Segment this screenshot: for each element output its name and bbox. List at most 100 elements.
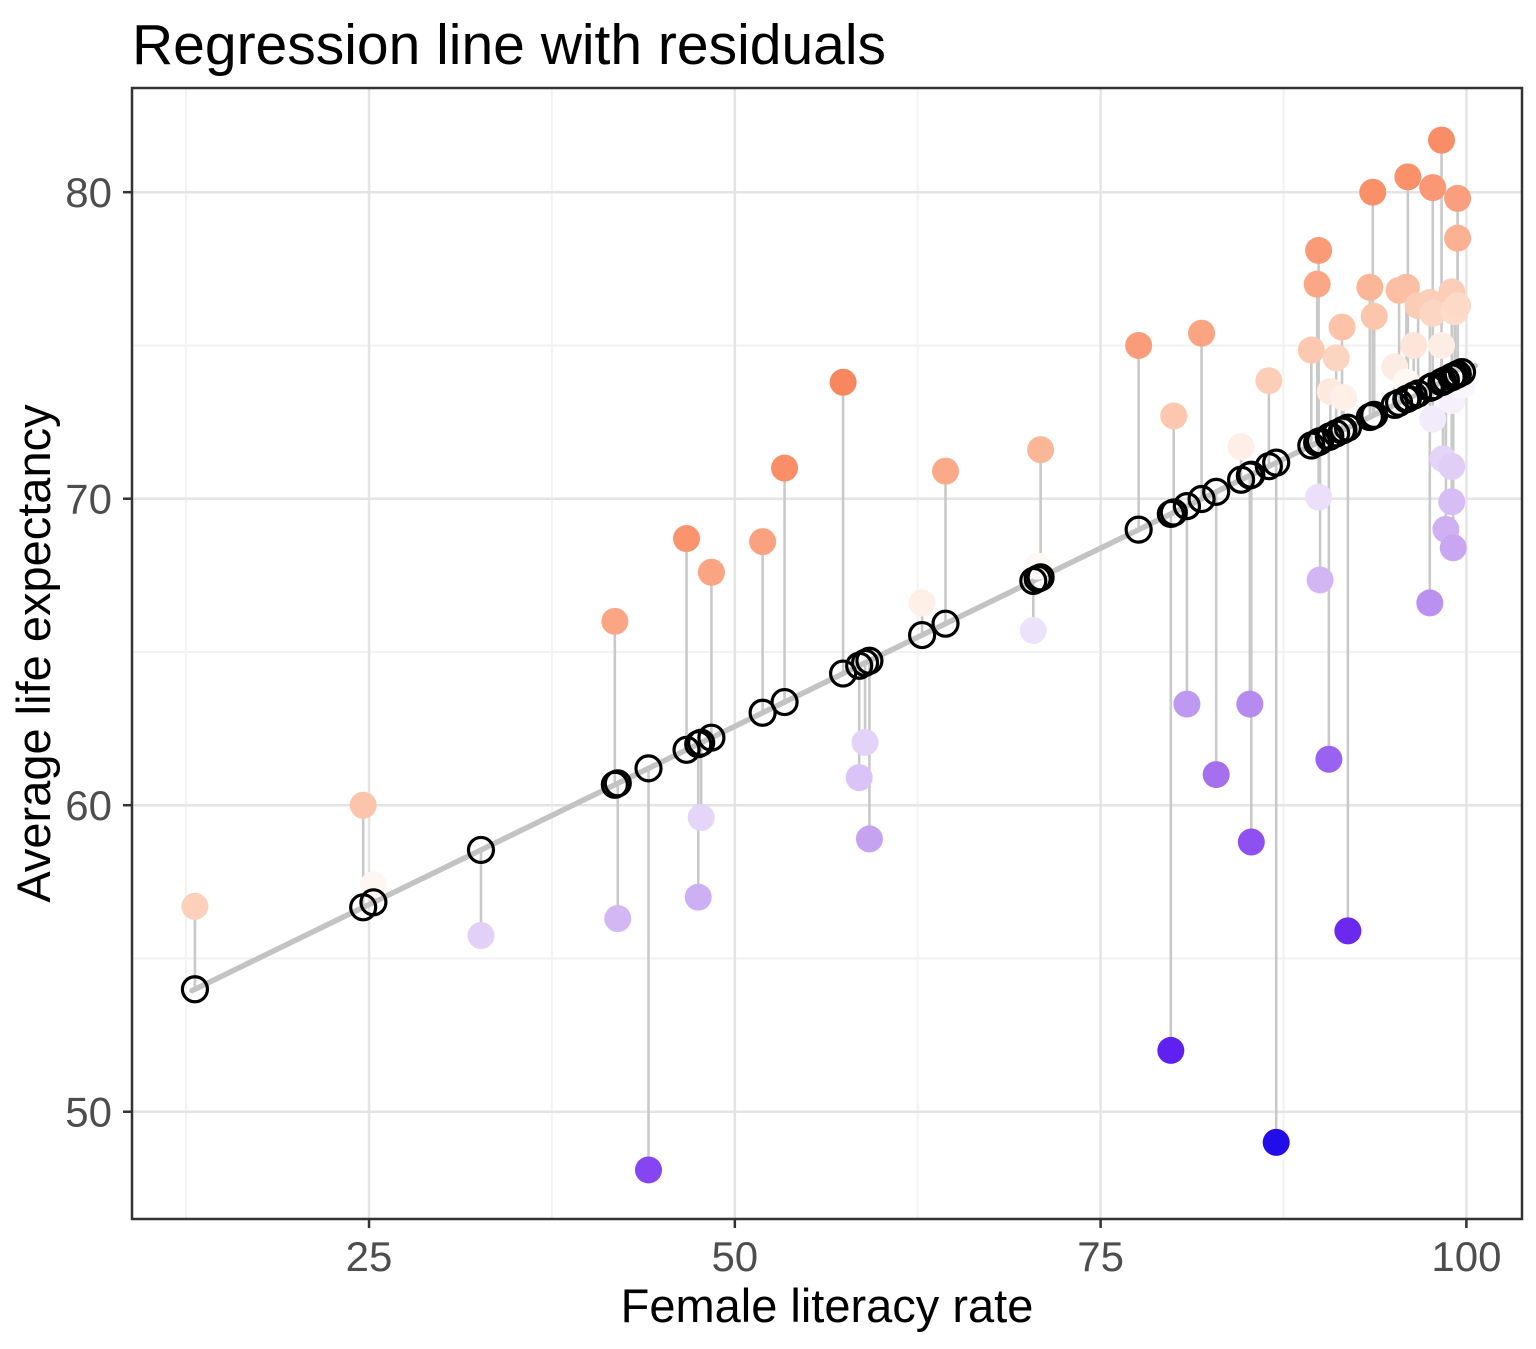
data-point <box>1416 589 1444 617</box>
data-point <box>1419 405 1447 433</box>
data-point <box>1303 270 1331 298</box>
data-point <box>932 457 960 485</box>
fitted-point <box>1159 498 1188 527</box>
fitted-point <box>908 620 937 650</box>
y-tick-label: 50 <box>65 1089 112 1136</box>
gridlines <box>132 88 1522 1219</box>
data-point <box>1315 745 1343 773</box>
y-tick-label: 70 <box>65 476 112 523</box>
data-point <box>1439 534 1467 562</box>
data-point <box>1419 174 1447 202</box>
fitted-point <box>1202 477 1231 506</box>
fitted-point <box>466 835 496 865</box>
data-point <box>1394 163 1422 191</box>
panel-border-rect <box>130 86 1524 1221</box>
data-point <box>1438 453 1466 481</box>
fitted-point <box>634 754 663 783</box>
fitted-point <box>855 646 884 675</box>
fitted-point <box>770 687 799 717</box>
data-point <box>1400 331 1428 359</box>
fitted-point <box>1187 484 1216 514</box>
fitted-point <box>1262 448 1291 477</box>
y-tick-label: 60 <box>65 782 112 829</box>
data-point <box>845 764 873 792</box>
data-point <box>349 791 377 819</box>
data-point <box>1359 178 1387 206</box>
data-point <box>771 454 799 482</box>
axes: 25 50 75 100 50 60 70 80 <box>65 169 1501 1280</box>
x-tick-label: 100 <box>1431 1233 1501 1280</box>
data-point <box>1255 367 1283 395</box>
data-point <box>1419 299 1447 327</box>
data-point <box>749 528 777 556</box>
data-point <box>1329 384 1357 412</box>
data-point <box>1428 331 1456 359</box>
data-point <box>908 589 936 617</box>
data-point <box>1157 1036 1185 1064</box>
data-point <box>1360 302 1388 330</box>
data-point <box>855 825 883 853</box>
x-axis-title: Female literacy rate <box>621 1279 1034 1332</box>
data-point <box>1236 690 1264 718</box>
panel-border <box>130 86 1524 1221</box>
fitted-point <box>697 723 726 752</box>
fitted-point <box>828 659 858 688</box>
x-tick-label: 50 <box>711 1233 758 1280</box>
fitted-point <box>180 975 210 1004</box>
data-point <box>687 803 715 831</box>
fitted-point <box>1237 460 1266 489</box>
fitted-points <box>180 358 1477 1004</box>
data-point <box>1428 126 1456 154</box>
data-point <box>1202 761 1230 789</box>
fitted-point <box>1333 413 1362 442</box>
fitted-point <box>1447 358 1477 387</box>
fitted-point <box>1026 563 1055 592</box>
fitted-point <box>1172 491 1202 521</box>
y-axis-title: Average life expectancy <box>7 404 60 903</box>
y-tick-label: 80 <box>65 169 112 216</box>
data-point <box>1444 184 1472 212</box>
data-point <box>634 1156 662 1184</box>
data-point <box>673 525 701 553</box>
data-point <box>601 607 629 635</box>
data-point <box>1125 331 1153 359</box>
data-point <box>1444 224 1472 252</box>
data-point <box>1305 483 1333 511</box>
data-point <box>1322 344 1350 372</box>
data-point <box>851 728 879 756</box>
fitted-point <box>1124 515 1153 544</box>
fitted-point <box>748 698 777 727</box>
data-points <box>181 126 1476 1184</box>
data-point <box>1160 402 1188 430</box>
data-point <box>604 905 632 933</box>
data-point <box>1306 566 1334 594</box>
chart-title: Regression line with residuals <box>132 13 886 77</box>
data-point <box>1027 436 1055 464</box>
data-point <box>1227 433 1255 461</box>
x-tick-label: 75 <box>1077 1233 1124 1280</box>
data-point <box>1019 617 1047 645</box>
data-point <box>697 558 725 586</box>
data-point <box>684 883 712 911</box>
data-point <box>1173 690 1201 718</box>
data-point <box>1334 917 1362 945</box>
data-point <box>1237 828 1265 856</box>
data-point <box>1356 273 1384 301</box>
data-point <box>1305 236 1333 264</box>
fitted-point <box>359 888 388 917</box>
data-point <box>1188 319 1216 347</box>
data-point <box>1328 313 1356 341</box>
data-point <box>1262 1128 1290 1156</box>
data-point <box>829 368 857 396</box>
fitted-point <box>603 769 632 798</box>
residual-segments <box>193 140 1464 1170</box>
data-point <box>1444 292 1472 320</box>
data-point <box>1297 336 1325 364</box>
fitted-point <box>931 609 960 638</box>
data-point <box>181 892 209 920</box>
data-point <box>1438 488 1466 516</box>
data-point <box>467 921 495 949</box>
x-tick-label: 25 <box>346 1233 393 1280</box>
